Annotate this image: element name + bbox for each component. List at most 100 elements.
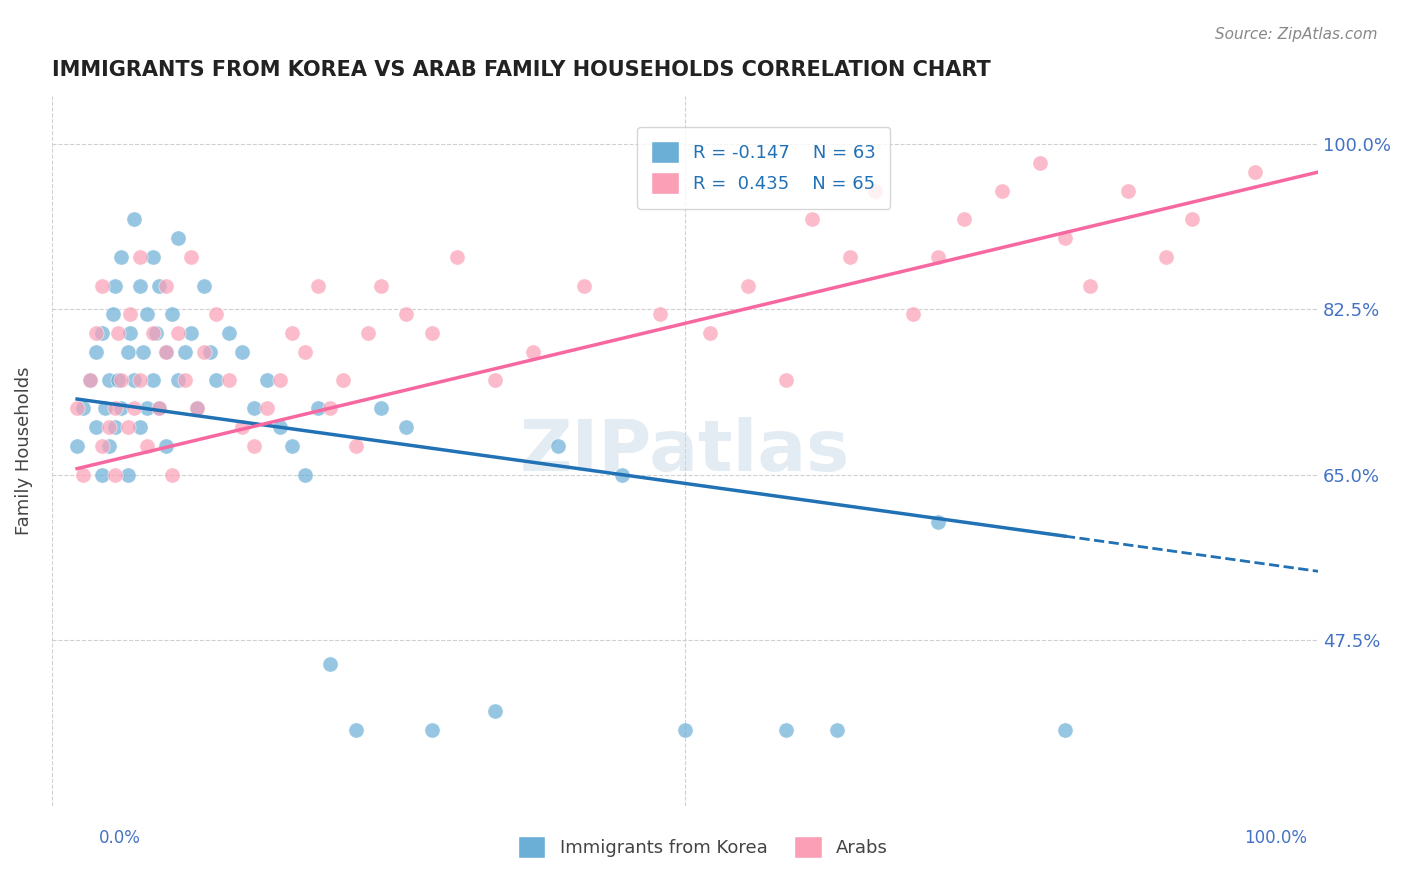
Point — [648, 307, 671, 321]
Point — [344, 439, 367, 453]
Point — [775, 373, 797, 387]
Point — [1053, 231, 1076, 245]
Text: ZIPatlas: ZIPatlas — [520, 417, 851, 485]
Point — [610, 467, 633, 482]
Point — [117, 420, 139, 434]
Point — [167, 373, 190, 387]
Point — [91, 467, 114, 482]
Point — [79, 373, 101, 387]
Point — [370, 401, 392, 416]
Point — [420, 326, 443, 340]
Point — [737, 278, 759, 293]
Point — [104, 278, 127, 293]
Point — [84, 344, 107, 359]
Point — [66, 401, 89, 416]
Point — [699, 326, 721, 340]
Point — [205, 373, 228, 387]
Point — [142, 250, 165, 264]
Point — [72, 467, 94, 482]
Point — [205, 307, 228, 321]
Point — [243, 439, 266, 453]
Text: Source: ZipAtlas.com: Source: ZipAtlas.com — [1215, 27, 1378, 42]
Point — [120, 307, 142, 321]
Point — [1053, 723, 1076, 737]
Point — [135, 439, 157, 453]
Point — [357, 326, 380, 340]
Point — [91, 326, 114, 340]
Point — [1078, 278, 1101, 293]
Point — [193, 344, 215, 359]
Point — [294, 467, 316, 482]
Point — [800, 212, 823, 227]
Point — [990, 184, 1012, 198]
Point — [117, 344, 139, 359]
Point — [186, 401, 208, 416]
Point — [84, 326, 107, 340]
Point — [218, 373, 240, 387]
Point — [129, 278, 152, 293]
Point — [370, 278, 392, 293]
Point — [927, 250, 949, 264]
Legend: Immigrants from Korea, Arabs: Immigrants from Korea, Arabs — [510, 829, 896, 865]
Point — [927, 515, 949, 529]
Point — [281, 326, 304, 340]
Point — [838, 250, 860, 264]
Point — [135, 307, 157, 321]
Point — [256, 401, 278, 416]
Point — [155, 278, 177, 293]
Point — [122, 212, 145, 227]
Point — [94, 401, 117, 416]
Point — [160, 307, 183, 321]
Text: 0.0%: 0.0% — [98, 830, 141, 847]
Point — [66, 439, 89, 453]
Point — [294, 344, 316, 359]
Point — [901, 307, 924, 321]
Point — [122, 401, 145, 416]
Text: IMMIGRANTS FROM KOREA VS ARAB FAMILY HOUSEHOLDS CORRELATION CHART: IMMIGRANTS FROM KOREA VS ARAB FAMILY HOU… — [52, 60, 990, 79]
Point — [120, 326, 142, 340]
Point — [148, 401, 170, 416]
Point — [167, 231, 190, 245]
Point — [180, 250, 202, 264]
Point — [148, 278, 170, 293]
Text: 100.0%: 100.0% — [1244, 830, 1308, 847]
Point — [1243, 165, 1265, 179]
Point — [344, 723, 367, 737]
Point — [269, 373, 291, 387]
Point — [129, 373, 152, 387]
Point — [446, 250, 468, 264]
Point — [110, 250, 132, 264]
Point — [319, 657, 342, 671]
Point — [97, 420, 120, 434]
Y-axis label: Family Households: Family Households — [15, 367, 32, 535]
Point — [952, 212, 974, 227]
Point — [863, 184, 886, 198]
Point — [91, 439, 114, 453]
Point — [160, 467, 183, 482]
Point — [420, 723, 443, 737]
Point — [129, 420, 152, 434]
Point — [167, 326, 190, 340]
Point — [148, 401, 170, 416]
Point — [1028, 155, 1050, 169]
Point — [395, 307, 418, 321]
Point — [547, 439, 569, 453]
Point — [1116, 184, 1139, 198]
Point — [673, 723, 696, 737]
Point — [332, 373, 354, 387]
Point — [1180, 212, 1202, 227]
Point — [155, 344, 177, 359]
Point — [1154, 250, 1177, 264]
Point — [72, 401, 94, 416]
Point — [186, 401, 208, 416]
Point — [231, 420, 253, 434]
Point — [218, 326, 240, 340]
Point — [484, 704, 506, 718]
Point — [825, 723, 848, 737]
Point — [155, 439, 177, 453]
Point — [243, 401, 266, 416]
Point — [104, 467, 127, 482]
Point — [484, 373, 506, 387]
Point — [107, 326, 129, 340]
Point — [122, 373, 145, 387]
